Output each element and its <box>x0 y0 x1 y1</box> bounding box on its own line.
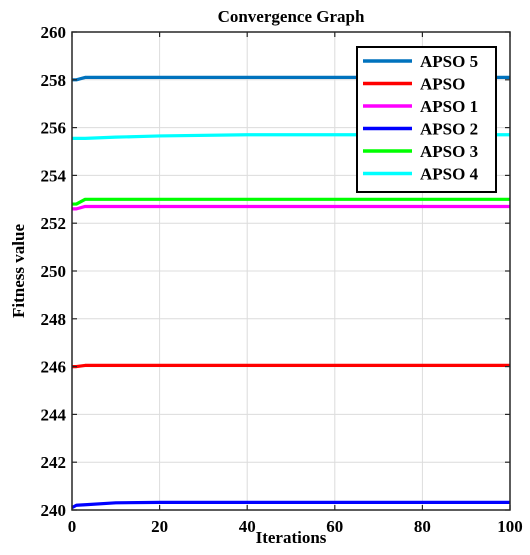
series-line-apso-3 <box>72 197 510 206</box>
x-tick-label: 20 <box>151 517 168 536</box>
series-line-apso <box>72 363 510 369</box>
legend-label: APSO 4 <box>420 165 479 184</box>
y-tick-label: 260 <box>41 23 67 42</box>
y-tick-label: 244 <box>41 405 67 424</box>
x-tick-label: 40 <box>239 517 256 536</box>
x-axis-label: Iterations <box>256 528 327 547</box>
legend-label: APSO 5 <box>420 52 478 71</box>
legend-label: APSO <box>420 75 465 94</box>
y-tick-label: 256 <box>41 119 67 138</box>
x-tick-label: 80 <box>414 517 431 536</box>
x-tick-label: 0 <box>68 517 77 536</box>
y-tick-label: 250 <box>41 262 67 281</box>
y-tick-label: 248 <box>41 310 67 329</box>
legend-label: APSO 1 <box>420 97 478 116</box>
y-tick-label: 242 <box>41 453 67 472</box>
y-tick-label: 258 <box>41 71 67 90</box>
x-tick-label: 100 <box>497 517 523 536</box>
y-tick-label: 252 <box>41 214 67 233</box>
chart-title: Convergence Graph <box>218 7 365 26</box>
series-line-apso-1 <box>72 204 510 211</box>
legend-label: APSO 3 <box>420 142 478 161</box>
series-line-apso-4 <box>72 133 510 140</box>
y-tick-label: 254 <box>41 166 67 185</box>
y-tick-label: 240 <box>41 501 67 520</box>
legend-box <box>356 46 497 193</box>
y-axis-label: Fitness value <box>9 224 28 318</box>
x-tick-label: 60 <box>326 517 343 536</box>
legend-label: APSO 2 <box>420 120 478 139</box>
y-tick-label: 246 <box>41 358 67 377</box>
series-line-apso-2 <box>71 500 510 510</box>
